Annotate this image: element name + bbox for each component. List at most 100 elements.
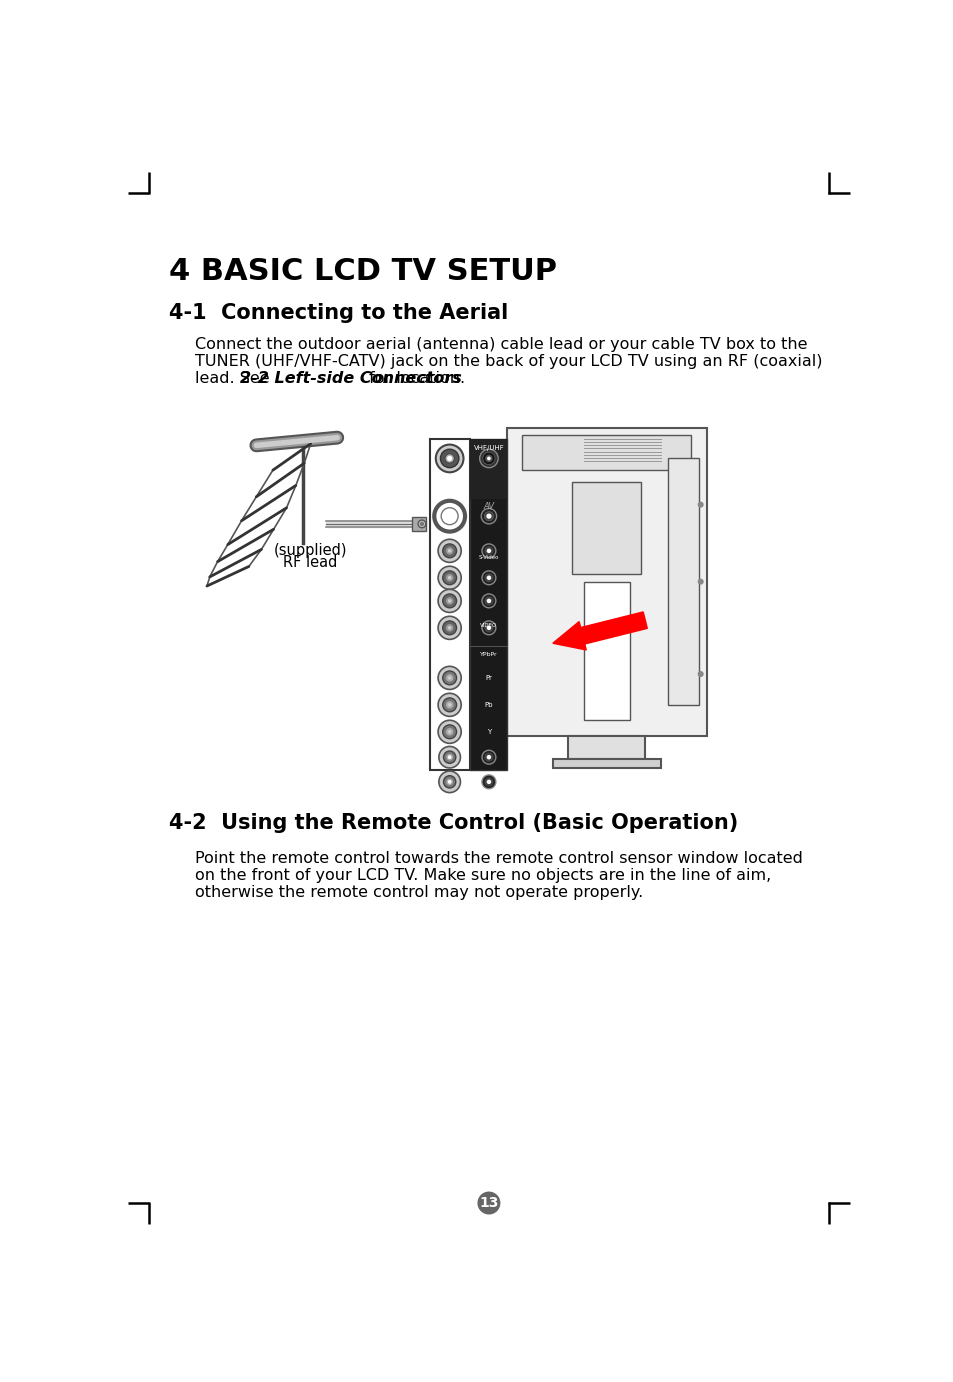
Text: otherwise the remote control may not operate properly.: otherwise the remote control may not ope… bbox=[194, 884, 642, 900]
Circle shape bbox=[481, 594, 496, 608]
Text: 4-2  Using the Remote Control (Basic Operation): 4-2 Using the Remote Control (Basic Oper… bbox=[170, 813, 738, 832]
Circle shape bbox=[698, 502, 702, 507]
Circle shape bbox=[447, 456, 451, 460]
Circle shape bbox=[448, 781, 451, 784]
Circle shape bbox=[487, 756, 490, 759]
Circle shape bbox=[487, 576, 490, 579]
Circle shape bbox=[448, 703, 451, 706]
Circle shape bbox=[481, 571, 496, 585]
Circle shape bbox=[477, 1193, 499, 1213]
Circle shape bbox=[446, 702, 453, 708]
Circle shape bbox=[442, 726, 456, 739]
Bar bbox=[668, 459, 699, 705]
Bar bbox=[506, 427, 706, 735]
Text: for location.: for location. bbox=[363, 370, 464, 386]
Bar bbox=[412, 517, 425, 531]
Text: 4-1  Connecting to the Aerial: 4-1 Connecting to the Aerial bbox=[170, 303, 508, 323]
Circle shape bbox=[448, 756, 451, 759]
Circle shape bbox=[443, 775, 456, 788]
Bar bbox=[552, 759, 659, 768]
Circle shape bbox=[443, 750, 456, 763]
Bar bbox=[521, 435, 691, 470]
Circle shape bbox=[484, 778, 493, 786]
Circle shape bbox=[486, 514, 491, 518]
Circle shape bbox=[447, 755, 452, 760]
Circle shape bbox=[446, 625, 453, 632]
Circle shape bbox=[484, 511, 493, 521]
Circle shape bbox=[442, 571, 456, 585]
Circle shape bbox=[484, 597, 493, 605]
Text: AV: AV bbox=[483, 502, 494, 511]
Text: on the front of your LCD TV. Make sure no objects are in the line of aim,: on the front of your LCD TV. Make sure n… bbox=[194, 868, 770, 883]
Circle shape bbox=[481, 545, 496, 558]
Circle shape bbox=[448, 600, 451, 603]
Circle shape bbox=[487, 457, 490, 460]
Text: YPbPr: YPbPr bbox=[479, 652, 497, 658]
Text: RF lead: RF lead bbox=[283, 554, 337, 569]
Text: TUNER (UHF/VHF-CATV) jack on the back of your LCD TV using an RF (coaxial): TUNER (UHF/VHF-CATV) jack on the back of… bbox=[194, 354, 821, 369]
Circle shape bbox=[442, 621, 456, 634]
Circle shape bbox=[437, 616, 460, 640]
Circle shape bbox=[442, 698, 456, 712]
Circle shape bbox=[484, 753, 493, 761]
Circle shape bbox=[444, 453, 454, 463]
Text: 4 BASIC LCD TV SETUP: 4 BASIC LCD TV SETUP bbox=[170, 257, 557, 286]
Text: Point the remote control towards the remote control sensor window located: Point the remote control towards the rem… bbox=[194, 851, 801, 867]
Circle shape bbox=[487, 626, 490, 629]
Circle shape bbox=[448, 550, 451, 551]
Circle shape bbox=[446, 728, 453, 735]
Text: Pb: Pb bbox=[484, 702, 493, 708]
Text: 13: 13 bbox=[478, 1195, 498, 1211]
Bar bbox=[583, 582, 629, 720]
Circle shape bbox=[448, 731, 451, 732]
Circle shape bbox=[420, 522, 423, 525]
Circle shape bbox=[437, 539, 460, 562]
Text: Y: Y bbox=[486, 728, 491, 735]
FancyArrow shape bbox=[552, 612, 647, 650]
Bar bbox=[429, 439, 470, 770]
Circle shape bbox=[447, 779, 452, 785]
Text: VIDEO: VIDEO bbox=[479, 623, 497, 627]
Circle shape bbox=[446, 598, 453, 604]
Text: S-Video: S-Video bbox=[478, 554, 498, 560]
Circle shape bbox=[481, 621, 496, 634]
Bar bbox=[470, 439, 507, 499]
Circle shape bbox=[482, 452, 495, 464]
Circle shape bbox=[437, 694, 460, 716]
Bar bbox=[568, 735, 644, 759]
Circle shape bbox=[448, 677, 451, 679]
Circle shape bbox=[487, 781, 490, 784]
Circle shape bbox=[448, 576, 451, 579]
Circle shape bbox=[698, 672, 702, 676]
Circle shape bbox=[479, 449, 497, 467]
Circle shape bbox=[484, 625, 493, 632]
Circle shape bbox=[446, 674, 453, 681]
Circle shape bbox=[442, 545, 456, 558]
Circle shape bbox=[481, 750, 496, 764]
Circle shape bbox=[417, 520, 425, 528]
Circle shape bbox=[487, 600, 490, 603]
Circle shape bbox=[442, 594, 456, 608]
Circle shape bbox=[437, 666, 460, 690]
Circle shape bbox=[484, 574, 493, 582]
Circle shape bbox=[438, 746, 460, 768]
Circle shape bbox=[698, 579, 702, 585]
Text: VHF/UHF: VHF/UHF bbox=[473, 445, 504, 452]
Bar bbox=[470, 439, 507, 770]
Circle shape bbox=[440, 507, 457, 525]
Circle shape bbox=[446, 575, 453, 580]
Circle shape bbox=[448, 626, 451, 629]
Circle shape bbox=[440, 449, 458, 467]
Circle shape bbox=[436, 445, 463, 473]
Circle shape bbox=[438, 771, 460, 793]
Text: (supplied): (supplied) bbox=[274, 543, 347, 558]
Circle shape bbox=[437, 567, 460, 589]
Text: 2-2 Left-side Connectors: 2-2 Left-side Connectors bbox=[239, 370, 461, 386]
Text: Connect the outdoor aerial (antenna) cable lead or your cable TV box to the: Connect the outdoor aerial (antenna) cab… bbox=[194, 337, 806, 352]
Circle shape bbox=[437, 720, 460, 744]
Circle shape bbox=[442, 670, 456, 685]
Circle shape bbox=[484, 547, 493, 554]
Circle shape bbox=[485, 455, 492, 462]
Text: lead. See: lead. See bbox=[194, 370, 274, 386]
Circle shape bbox=[434, 500, 464, 532]
